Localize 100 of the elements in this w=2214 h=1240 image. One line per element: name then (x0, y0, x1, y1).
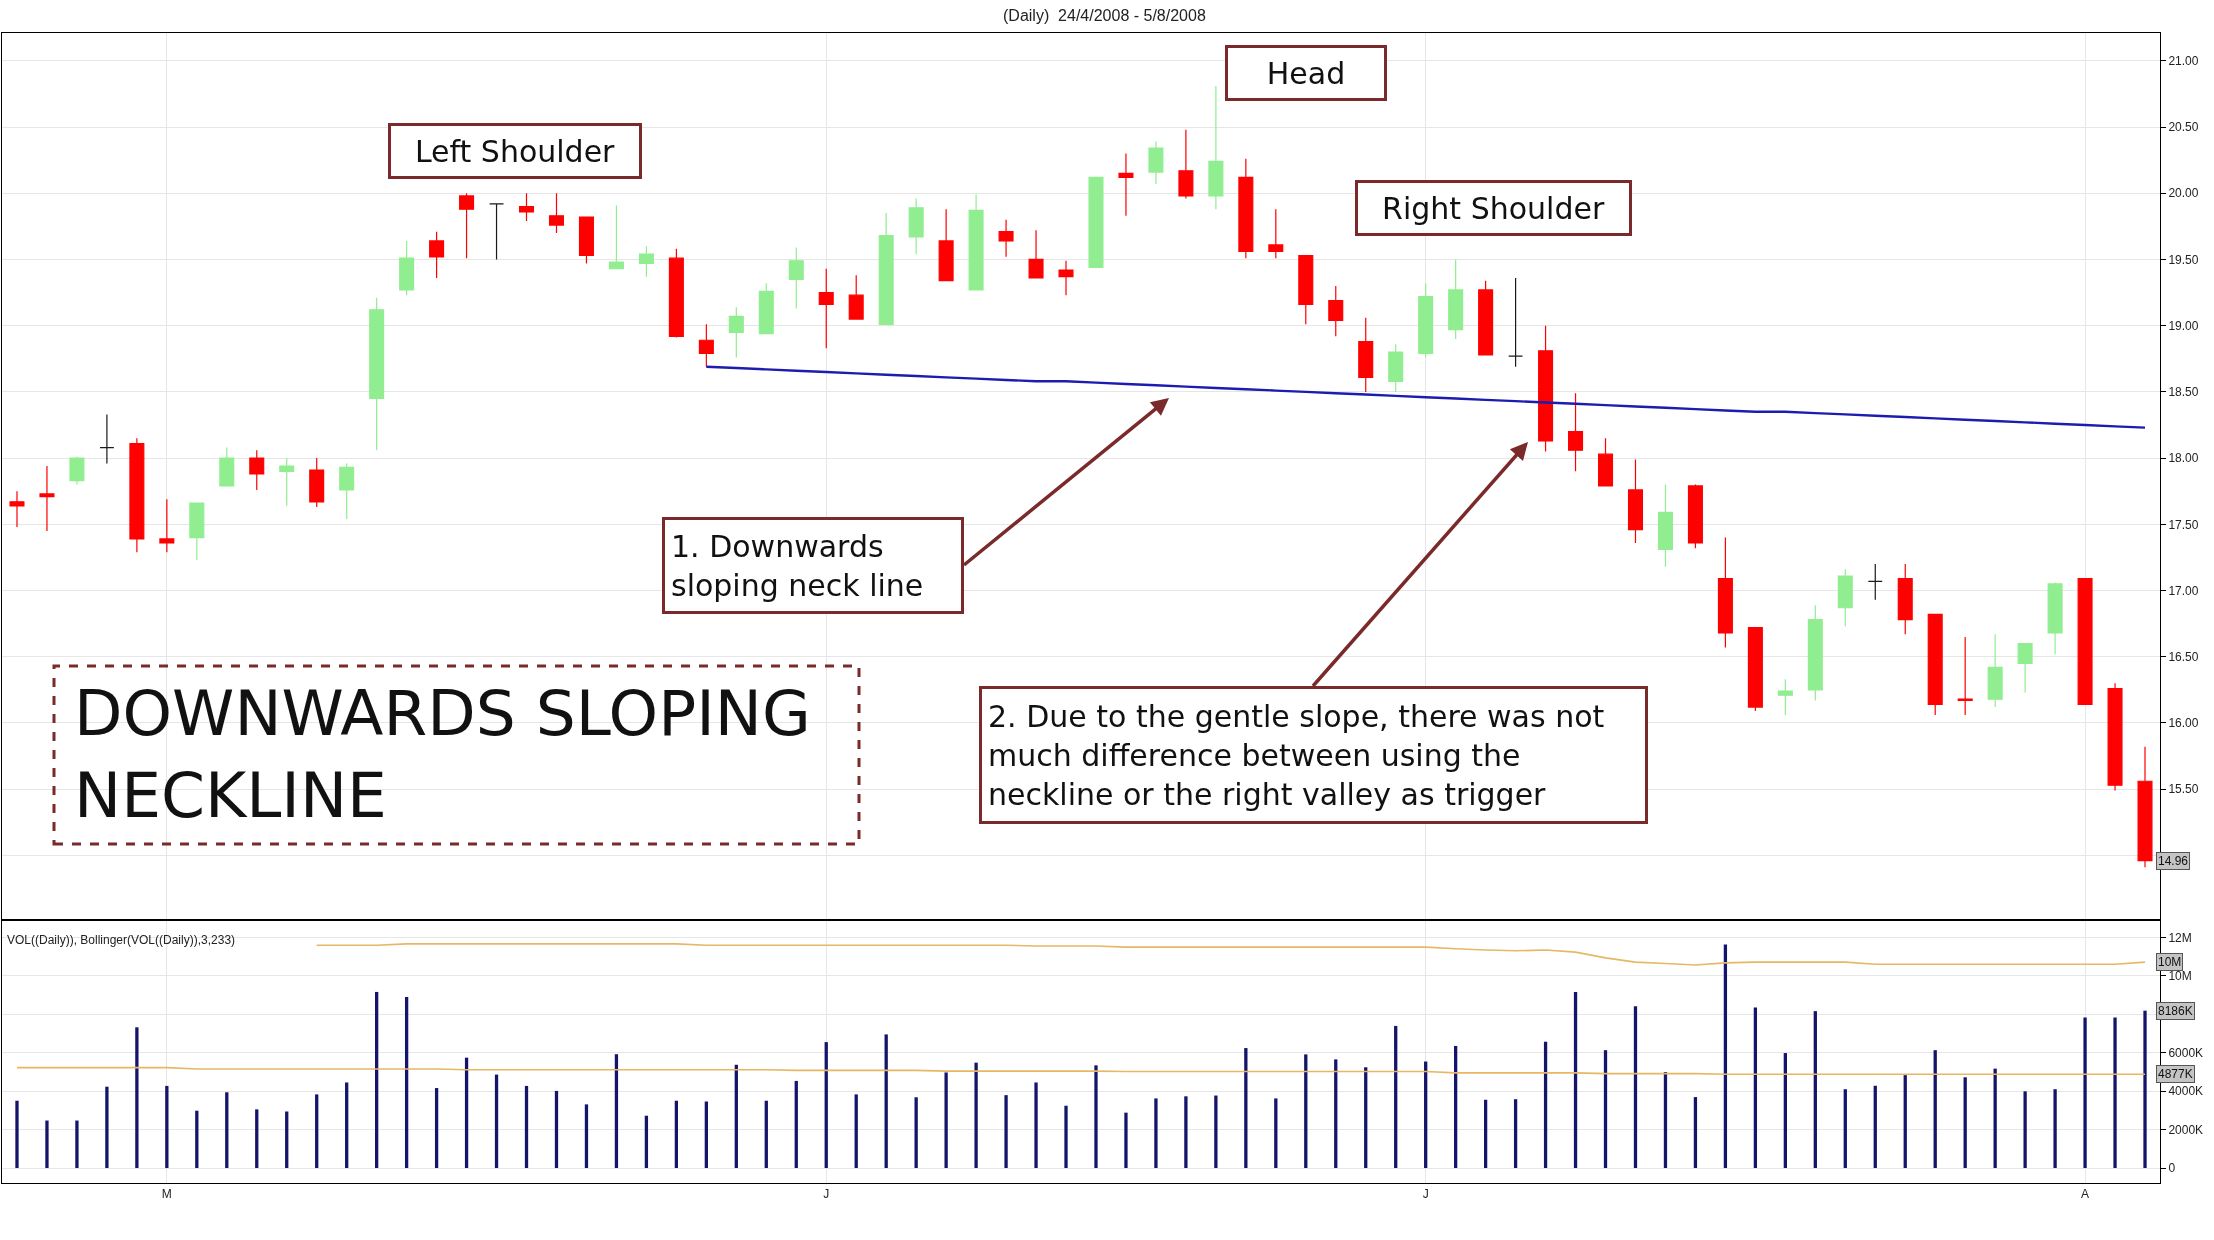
candlestick (1208, 85, 1224, 210)
candlestick (848, 274, 864, 320)
bar (1244, 1048, 1248, 1169)
bar (1513, 1099, 1518, 1169)
candlestick (1088, 176, 1104, 269)
candlestick (608, 204, 624, 270)
bar (2083, 1017, 2087, 1169)
y-tick-label: 4000K (2168, 1084, 2204, 1099)
y-tick-label: 2000K (2168, 1122, 2204, 1137)
candlestick (1478, 280, 1494, 356)
annotation: 10M (2158, 955, 2182, 969)
bar (1274, 1098, 1278, 1169)
candlestick (219, 446, 235, 487)
candlestick (1358, 317, 1374, 393)
y-tick-label: 20.00 (2168, 186, 2199, 201)
candlestick (309, 457, 325, 508)
annotation: 4877K (2158, 1067, 2193, 1081)
bar (944, 1072, 948, 1169)
bar (854, 1094, 858, 1169)
bar (1394, 1025, 1398, 1169)
candlestick (1268, 208, 1284, 259)
bar (1963, 1077, 1967, 1169)
bar (1214, 1095, 1218, 1169)
candlestick (39, 465, 55, 532)
candlestick (1328, 285, 1344, 337)
candlestick (758, 282, 774, 335)
y-tick-label: 20.50 (2168, 120, 2199, 135)
y-tick-label: 17.50 (2168, 517, 2199, 532)
bar (1603, 1050, 1608, 1169)
bar (1903, 1075, 1907, 1169)
bar (1004, 1095, 1008, 1169)
bar (704, 1101, 708, 1169)
bar (884, 1034, 888, 1169)
candlestick (489, 203, 505, 261)
y-tick-label: 19.50 (2168, 252, 2199, 267)
candlestick (2017, 642, 2033, 694)
bar (1064, 1105, 1068, 1169)
candlestick (1597, 437, 1614, 487)
candlestick (1028, 229, 1044, 279)
candlestick (1927, 613, 1943, 716)
candlestick (1747, 627, 1763, 712)
candlestick (788, 246, 804, 310)
candlestick (2047, 582, 2063, 655)
text: VOL((Daily)), Bollinger(VOL((Daily)),3,233) (7, 933, 236, 947)
candlestick (9, 490, 25, 528)
candlestick (998, 219, 1014, 258)
candlestick (1807, 604, 1823, 702)
bar (15, 1100, 19, 1169)
bar (1154, 1098, 1158, 1169)
y-tick-label: 16.00 (2168, 716, 2199, 731)
y-tick-label: 6000K (2168, 1045, 2204, 1060)
candlestick (1178, 129, 1194, 200)
annotation: Left Shoulder (414, 133, 616, 169)
candlestick (578, 216, 594, 265)
bar (1364, 1067, 1368, 1169)
bar (1034, 1082, 1038, 1169)
candlestick (1627, 458, 1644, 544)
bar (165, 1085, 169, 1169)
candlestick (1657, 484, 1673, 568)
candlestick (1538, 325, 1554, 453)
y-tick-label: 0 (2168, 1161, 2176, 1176)
y-tick-label: 17.00 (2168, 583, 2199, 598)
bar (404, 996, 409, 1169)
bar (1873, 1085, 1877, 1169)
candlestick (1987, 633, 2003, 708)
bar (554, 1090, 559, 1169)
bar (434, 1088, 439, 1169)
bar (974, 1062, 978, 1169)
y-tick-label: 21.00 (2168, 54, 2199, 69)
bar (794, 1080, 798, 1169)
bar (914, 1097, 918, 1169)
bar (584, 1104, 589, 1169)
candlestick (938, 208, 954, 282)
y-tick-label: 12M (2168, 930, 2192, 945)
annotation: DOWNWARDS SLOPING NECKLINE (74, 677, 811, 832)
bar (1094, 1065, 1098, 1169)
bar (764, 1100, 768, 1169)
candlestick (1957, 636, 1973, 716)
candlestick (1058, 260, 1074, 296)
y-tick-label: 18.50 (2168, 385, 2199, 400)
bar (644, 1115, 649, 1169)
bar (1184, 1096, 1188, 1169)
bar (375, 991, 379, 1169)
candlestick (1298, 254, 1314, 325)
bar (1424, 1061, 1428, 1169)
candlestick (1388, 343, 1404, 393)
line-series (705, 365, 2147, 429)
candlestick (698, 323, 714, 368)
bar (1693, 1097, 1698, 1169)
candlestick (1508, 277, 1524, 368)
candlestick (668, 248, 684, 339)
bar (255, 1109, 259, 1169)
candlestick (429, 231, 445, 279)
bar (1663, 1072, 1668, 1169)
bar (2113, 1017, 2117, 1169)
candlestick (189, 502, 205, 561)
candlestick (339, 462, 355, 520)
bar (1483, 1099, 1488, 1169)
bar (1573, 991, 1578, 1169)
candlestick (249, 449, 265, 491)
